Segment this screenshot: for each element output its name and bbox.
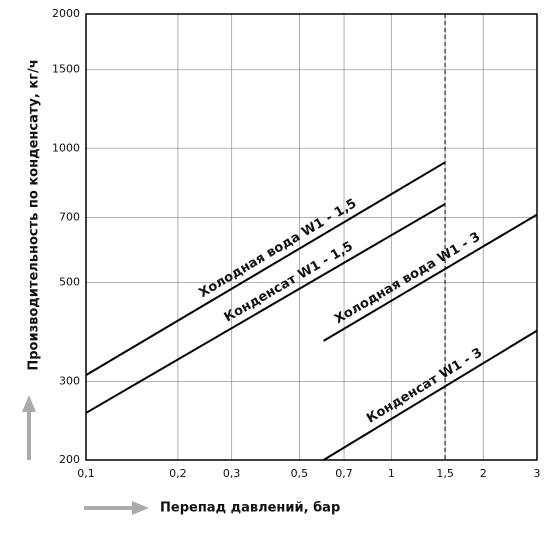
x-tick-label: 0,3 xyxy=(223,467,241,480)
x-tick-label: 3 xyxy=(534,467,541,480)
series-line xyxy=(85,161,446,376)
x-axis-label: Перепад давлений, бар xyxy=(160,501,340,516)
x-tick-label: 0,5 xyxy=(291,467,309,480)
y-tick-label: 2000 xyxy=(52,7,80,20)
y-tick-label: 1500 xyxy=(52,63,80,76)
plot-frame xyxy=(85,13,538,461)
x-tick-label: 0,2 xyxy=(169,467,187,480)
series-line xyxy=(85,203,446,414)
x-tick-label: 0,7 xyxy=(335,467,353,480)
y-tick-label: 700 xyxy=(59,210,80,223)
x-tick-label: 0,1 xyxy=(77,467,95,480)
y-tick-label: 200 xyxy=(59,453,80,466)
y-axis-label: Производительность по конденсату, кг/ч xyxy=(27,59,42,370)
series-label: Конденсат W1 - 3 xyxy=(364,345,485,426)
series-line xyxy=(323,329,538,461)
y-tick-label: 300 xyxy=(59,374,80,387)
x-tick-label: 1 xyxy=(388,467,395,480)
x-tick-label: 2 xyxy=(480,467,487,480)
x-tick-label: 1,5 xyxy=(436,467,454,480)
x-arrow xyxy=(84,501,149,515)
y-tick-label: 1000 xyxy=(52,141,80,154)
series-line xyxy=(323,213,538,342)
y-arrow xyxy=(22,395,36,460)
y-tick-label: 500 xyxy=(59,276,80,289)
series-label: Холодная вода W1 - 3 xyxy=(332,230,483,328)
